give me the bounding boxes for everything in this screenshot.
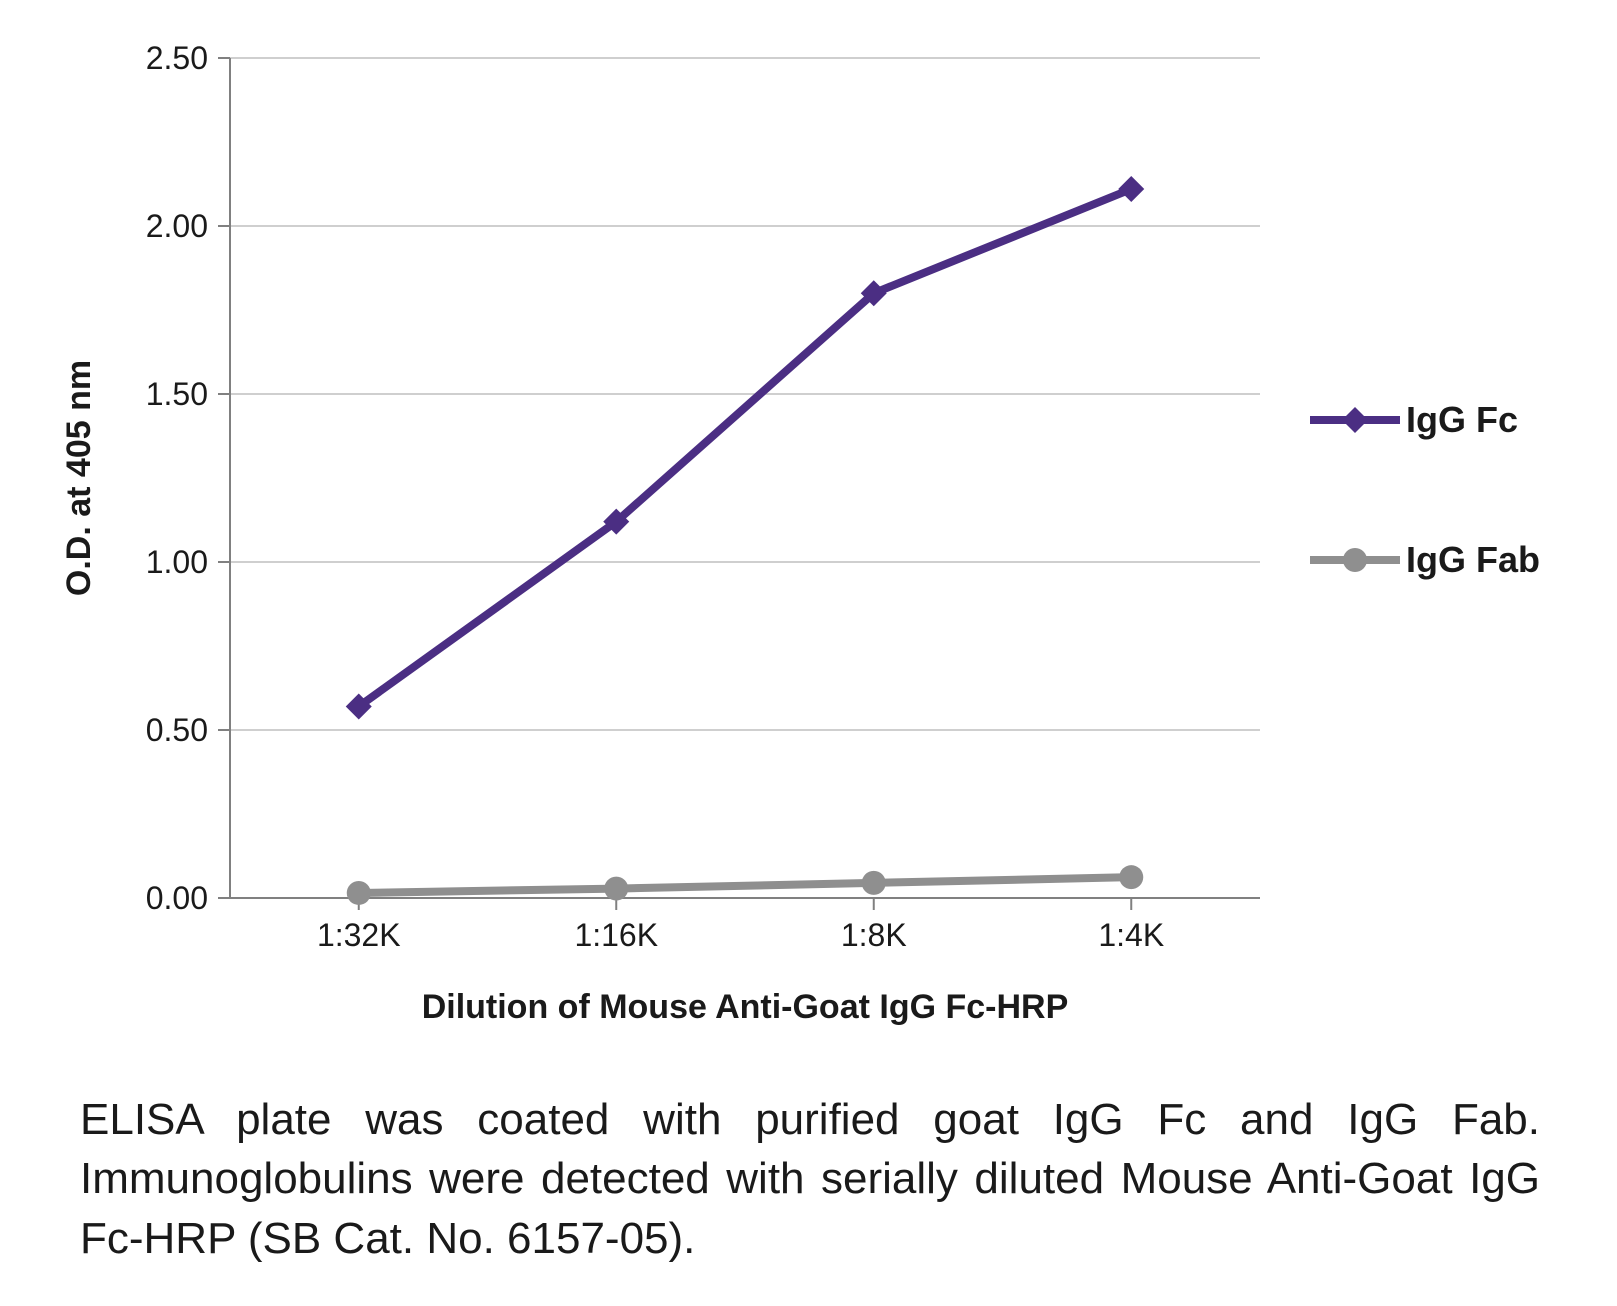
y-tick-label: 2.50 [146, 40, 208, 76]
series-marker [347, 881, 371, 905]
figure-caption: ELISA plate was coated with purified goa… [80, 1090, 1540, 1268]
x-tick-label: 1:8K [841, 917, 907, 953]
y-tick-label: 1.00 [146, 544, 208, 580]
y-axis-label: O.D. at 405 nm [60, 360, 98, 596]
line-chart: 0.00 0.50 1.00 1.50 2.00 2.50 1:32K 1:16K 1:8K 1:… [0, 0, 1617, 1078]
series-marker [1119, 865, 1143, 889]
legend-marker [1343, 548, 1367, 572]
y-tick-label: 1.50 [146, 376, 208, 412]
y-tick-label: 2.00 [146, 208, 208, 244]
x-tick-label: 1:16K [574, 917, 658, 953]
y-tick-label: 0.00 [146, 880, 208, 916]
series-marker [604, 877, 628, 901]
x-tick-label: 1:4K [1098, 917, 1164, 953]
legend-label: IgG Fab [1406, 539, 1540, 580]
legend-label: IgG Fc [1406, 399, 1518, 440]
figure-container: 0.00 0.50 1.00 1.50 2.00 2.50 1:32K 1:16K 1:8K 1:… [0, 0, 1617, 1306]
series-marker [862, 871, 886, 895]
y-tick-label: 0.50 [146, 712, 208, 748]
x-tick-label: 1:32K [317, 917, 401, 953]
chart-wrapper: 0.00 0.50 1.00 1.50 2.00 2.50 1:32K 1:16K 1:8K 1:… [0, 0, 1617, 1078]
x-axis-label: Dilution of Mouse Anti-Goat IgG Fc-HRP [422, 988, 1069, 1026]
